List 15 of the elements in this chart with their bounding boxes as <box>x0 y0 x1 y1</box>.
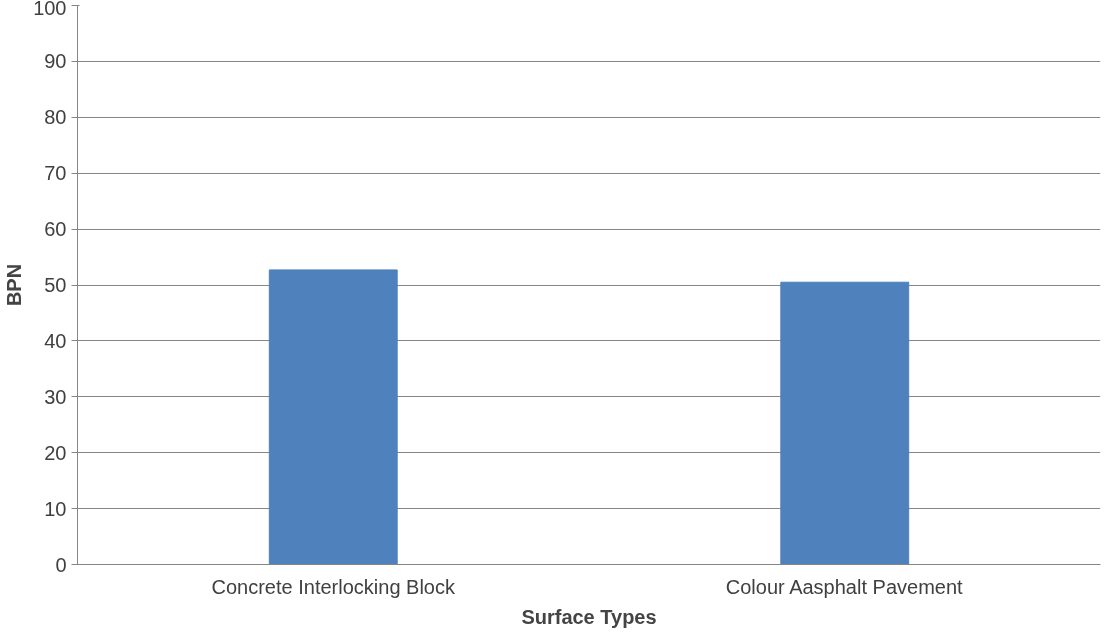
y-tick-label: 50 <box>44 274 67 296</box>
y-tick-label: 70 <box>44 162 67 185</box>
y-tick-label: 90 <box>44 50 67 73</box>
y-tick-label: 10 <box>44 497 67 520</box>
y-tick-label: 30 <box>44 385 67 408</box>
x-tick-label: Colour Aasphalt Pavement <box>725 575 964 598</box>
y-tick-label: 20 <box>44 441 67 464</box>
y-axis-title: BPN <box>3 263 26 307</box>
x-tick-label: Concrete Interlocking Block <box>211 575 456 598</box>
y-tick-label: 80 <box>44 106 67 129</box>
y-tick-label: 100 <box>33 0 67 19</box>
y-tick-label: 40 <box>44 329 67 352</box>
y-tick-label: 60 <box>44 218 67 241</box>
x-axis-title: Surface Types <box>521 605 657 628</box>
y-tick-label: 0 <box>55 553 67 576</box>
